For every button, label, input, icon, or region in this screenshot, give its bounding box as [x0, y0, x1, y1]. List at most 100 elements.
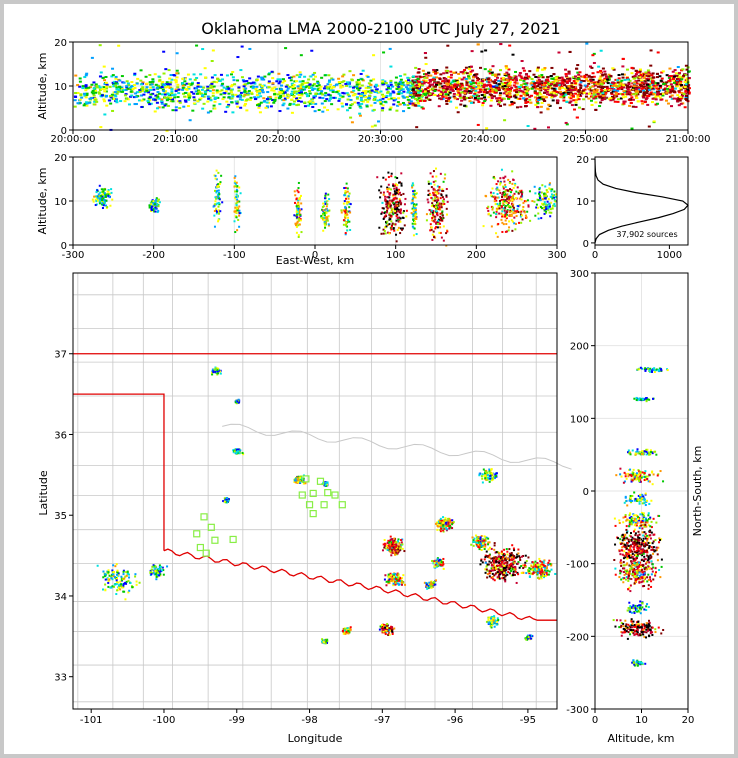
time-source-point — [480, 97, 484, 100]
map-source-point — [212, 371, 215, 374]
time-source-point — [456, 88, 460, 91]
time-source-point — [607, 88, 611, 91]
ew-source-point — [489, 214, 492, 217]
time-source-point — [593, 91, 597, 94]
time-source-point — [589, 99, 593, 102]
ew-source-point — [487, 212, 490, 215]
time-source-point — [413, 97, 417, 100]
time-source-point — [244, 87, 248, 90]
time-source-point — [672, 79, 676, 82]
map-xtick-label: -97 — [374, 715, 390, 726]
ew-source-point — [104, 188, 107, 191]
ew-source-point — [543, 201, 546, 204]
time-source-point — [381, 80, 385, 83]
ew-source-point — [491, 206, 494, 209]
time-source-point — [109, 96, 113, 99]
ew-source-point — [384, 195, 387, 198]
ew-source-point — [217, 189, 220, 192]
time-source-point — [446, 93, 450, 96]
time-source-point — [368, 86, 372, 89]
map-source-point — [214, 370, 217, 373]
time-source-point — [530, 94, 534, 97]
time-source-point — [623, 78, 627, 81]
ew-source-point — [235, 207, 238, 210]
time-source-point — [449, 76, 453, 79]
time-source-point — [668, 95, 672, 98]
time-source-point — [589, 80, 593, 83]
time-source-point — [565, 101, 569, 104]
time-source-point — [132, 84, 136, 87]
time-source-point — [398, 87, 402, 90]
time-source-point — [90, 56, 94, 59]
time-source-point — [639, 85, 643, 88]
time-source-point — [262, 84, 266, 87]
time-source-point — [224, 110, 228, 113]
time-source-point — [577, 90, 581, 93]
time-source-point — [588, 65, 592, 68]
time-source-point — [276, 93, 280, 96]
time-source-point — [267, 81, 271, 84]
time-source-point — [382, 95, 386, 98]
ew-source-point — [502, 207, 505, 210]
ew-source-point — [500, 198, 503, 201]
time-source-point — [541, 68, 545, 71]
time-source-point — [306, 104, 310, 107]
time-source-point — [446, 81, 450, 84]
time-source-point — [416, 80, 420, 83]
time-source-point — [112, 82, 116, 85]
time-source-point — [612, 94, 616, 97]
time-source-point — [310, 102, 314, 105]
ew-source-point — [391, 199, 394, 202]
time-source-point — [619, 86, 623, 89]
ew-source-point — [490, 225, 493, 228]
ew-source-point — [156, 200, 159, 203]
time-source-point — [675, 99, 679, 102]
ew-source-point — [412, 203, 415, 206]
time-source-point — [431, 92, 435, 95]
ew-source-point — [384, 215, 387, 218]
ew-source-point — [548, 205, 551, 208]
time-source-point — [563, 80, 567, 83]
time-source-point — [358, 105, 362, 108]
time-source-point — [283, 91, 287, 94]
time-source-point — [116, 88, 120, 91]
ew-source-point — [213, 203, 216, 206]
ew-source-point — [514, 210, 517, 213]
ew-source-point — [236, 209, 239, 212]
time-source-point — [389, 65, 393, 68]
ew-source-point — [495, 183, 498, 186]
ew-source-point — [387, 183, 390, 186]
time-source-point — [219, 73, 223, 76]
time-source-point — [171, 98, 175, 101]
time-source-point — [314, 92, 318, 95]
ew-source-point — [525, 200, 528, 203]
ew-source-point — [440, 204, 443, 207]
time-source-point — [155, 93, 159, 96]
time-source-point — [537, 99, 541, 102]
time-source-point — [579, 75, 583, 78]
time-source-point — [560, 79, 564, 82]
time-source-point — [562, 94, 566, 97]
time-source-point — [575, 89, 579, 92]
time-source-point — [234, 100, 238, 103]
ew-source-point — [435, 210, 438, 213]
ew-source-point — [544, 197, 547, 200]
time-source-point — [587, 92, 591, 95]
ew-source-point — [347, 216, 350, 219]
time-source-point — [519, 84, 523, 87]
time-source-point — [526, 101, 530, 104]
time-source-point — [195, 44, 199, 47]
time-source-point — [269, 105, 273, 108]
map-source-point — [232, 449, 235, 452]
time-source-point — [684, 84, 688, 87]
time-source-point — [401, 81, 405, 84]
time-source-point — [173, 93, 177, 96]
ew-source-point — [520, 191, 523, 194]
time-source-point — [550, 87, 554, 90]
time-source-point — [467, 77, 471, 80]
time-source-point — [152, 88, 156, 91]
ew-source-point — [392, 213, 395, 216]
ew-source-point — [379, 191, 382, 194]
time-source-point — [528, 70, 532, 73]
time-source-point — [305, 93, 309, 96]
